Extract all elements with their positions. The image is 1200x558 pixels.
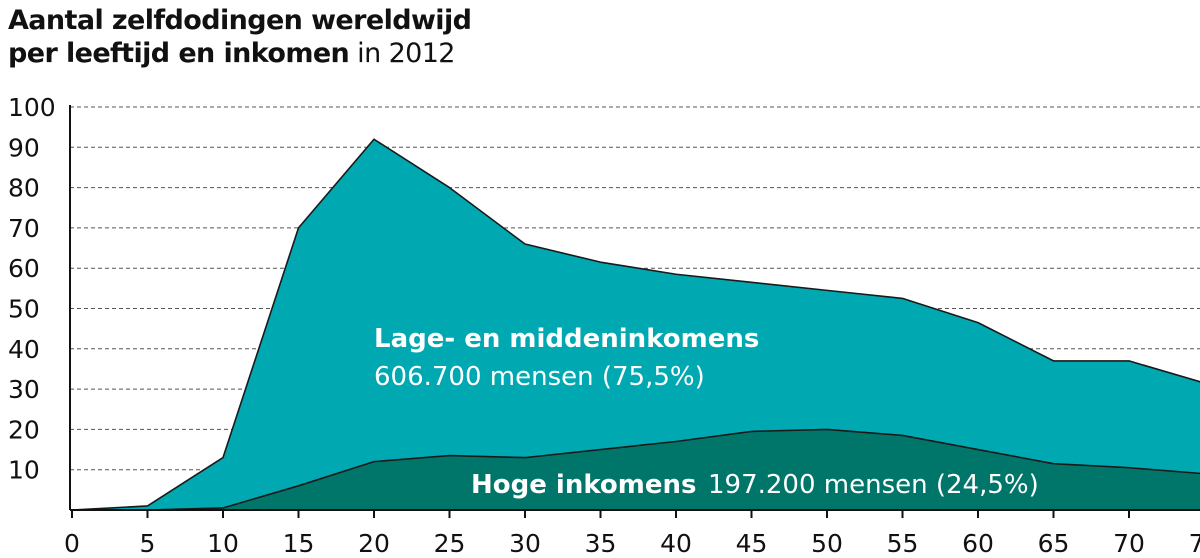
y-tick-label: 80 — [8, 174, 40, 203]
x-tick-label: 50 — [811, 529, 843, 558]
x-tick-label: 75 — [1189, 529, 1200, 558]
series-line-total — [71, 138, 1200, 511]
x-tick-label: 65 — [1038, 529, 1070, 558]
y-tick-label: 70 — [8, 214, 40, 243]
series-label-high-income: Hoge inkomens — [471, 470, 697, 500]
series-line-high-income — [72, 428, 1200, 511]
y-tick-label: 60 — [8, 254, 40, 283]
y-tick-label: 90 — [8, 133, 40, 162]
x-tick-label: 55 — [887, 529, 919, 558]
x-tick-label: 15 — [283, 529, 315, 558]
chart-title-line2-rest: in 2012 — [349, 38, 455, 69]
series-area-high-income — [72, 429, 1200, 510]
x-tick-label: 5 — [140, 529, 156, 558]
x-tick-label: 25 — [434, 529, 466, 558]
x-tick-label: 10 — [207, 529, 239, 558]
series-area-low-middle-income — [72, 139, 1200, 510]
series-detail-high-income: 197.200 mensen (24,5%) — [708, 470, 1039, 500]
series-label-low-middle-income: Lage- en middeninkomens — [374, 324, 759, 354]
x-tick-label: 35 — [585, 529, 617, 558]
chart-title-line2-bold: per leeftijd en inkomen — [8, 38, 350, 69]
x-tick-label: 0 — [64, 529, 80, 558]
x-tick-label: 45 — [736, 529, 768, 558]
y-tick-label: 40 — [8, 335, 40, 364]
chart-title-line2: per leeftijd en inkomen in 2012 — [8, 37, 471, 70]
series-detail-low-middle-income: 606.700 mensen (75,5%) — [374, 362, 705, 392]
y-tick-label: 50 — [8, 295, 40, 324]
chart-title: Aantal zelfdodingen wereldwijd per leeft… — [8, 4, 472, 70]
x-tick-label: 70 — [1113, 529, 1145, 558]
y-tick-label: 30 — [8, 375, 40, 404]
y-tick-label: 10 — [8, 456, 40, 485]
x-tick-label: 20 — [358, 529, 390, 558]
x-tick-label: 30 — [509, 529, 541, 558]
x-tick-label: 40 — [660, 529, 692, 558]
x-tick-label: 60 — [962, 529, 994, 558]
chart-title-line1: Aantal zelfdodingen wereldwijd — [8, 5, 472, 36]
y-tick-label: 20 — [8, 415, 40, 444]
y-tick-label: 100 — [8, 93, 56, 122]
